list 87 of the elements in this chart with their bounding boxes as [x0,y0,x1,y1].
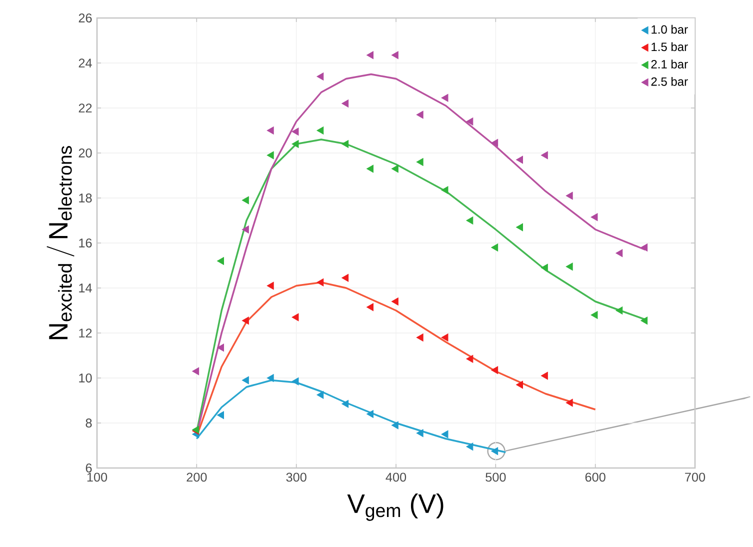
point [566,398,573,407]
point [242,376,249,384]
point [192,367,200,376]
point [640,316,648,325]
point [292,377,299,386]
point [266,282,274,290]
point [342,100,349,108]
point [391,164,398,173]
point [416,110,424,119]
x-tick-label: 400 [386,472,406,482]
point [640,244,648,252]
y-tick-label: 12 [79,328,92,338]
legend-label: 2.5 bar [651,77,688,86]
y-tick-label: 8 [86,418,92,428]
point [316,126,324,134]
point [590,311,598,319]
y-tick-label: 16 [79,238,92,248]
point [616,306,623,314]
y-tick-label: 26 [78,14,92,22]
point [217,257,224,265]
point [466,354,474,363]
point [342,400,349,408]
point [441,430,448,438]
point [266,374,274,382]
y-tick-label: 18 [79,194,92,202]
point [466,216,474,224]
point [441,94,448,102]
point [590,213,598,222]
point [217,344,224,352]
x-tick-label: 500 [486,472,506,482]
point [491,138,498,147]
y-tick-label: 14 [79,284,92,292]
point [466,118,474,126]
y-axis-title: $\mathrm{N_{excited}\,/\,N_{electrons}}$ [46,146,74,340]
point [491,244,498,252]
point [516,223,523,232]
point [366,303,374,312]
y-tick-label: 22 [78,104,92,112]
point [316,72,324,80]
point [466,442,474,451]
point [391,51,398,60]
legend-label: 1.5 bar [652,42,688,52]
x-tick-label: 100 [87,472,108,482]
point [416,334,424,342]
x-tick-label: 700 [685,472,706,482]
x-tick-label: 300 [286,472,306,482]
point [391,421,398,430]
point [217,411,224,420]
point [540,264,548,272]
point [316,390,324,399]
y-tick-label: 20 [78,148,92,158]
y-tick-label: 24 [78,58,92,68]
point [391,298,398,306]
legend-label: 2.1 bar [651,60,688,68]
point [566,192,573,200]
point [266,151,274,160]
point [441,186,448,194]
point [242,316,249,325]
legend-label: 1.0 bar [652,24,688,34]
point [292,313,299,322]
point [266,126,274,134]
point [566,262,573,271]
point [242,226,249,234]
y-tick-label: 6 [86,464,92,472]
point [540,151,548,160]
x-tick-label: 200 [186,472,207,482]
point [292,140,299,148]
point [292,128,299,136]
point [516,156,523,164]
x-axis-title: V$_{gem}$ (V) [347,494,444,521]
point [366,51,374,60]
x-tick-label: 600 [585,472,606,482]
point [242,196,249,204]
point [366,410,374,418]
point [416,158,424,166]
point [616,249,623,258]
point [441,334,448,342]
point [516,380,523,389]
point [342,140,349,148]
point [491,366,498,374]
y-tick-label: 10 [79,374,92,382]
point [342,274,349,282]
point [491,447,498,456]
point [416,429,424,438]
point [316,278,324,286]
point [366,164,374,173]
point [540,372,548,380]
